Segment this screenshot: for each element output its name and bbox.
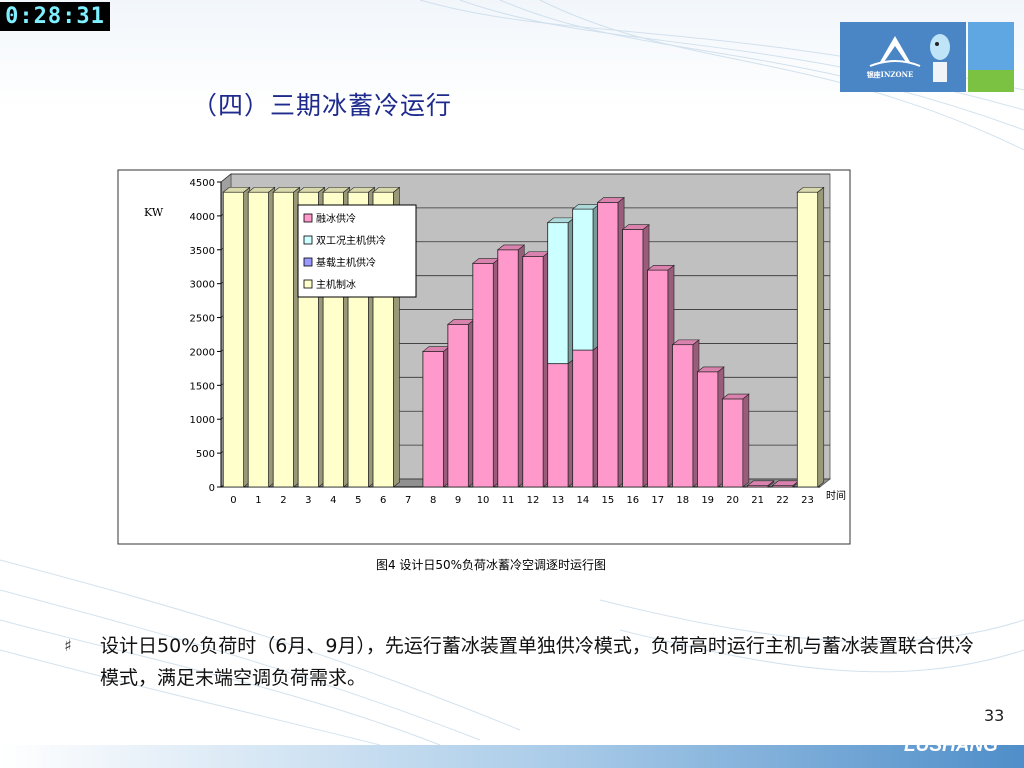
- bar-top: [596, 197, 625, 203]
- y-tick-label: 3000: [190, 280, 215, 291]
- x-tick-label: 22: [776, 495, 789, 506]
- bar-top: [646, 265, 675, 271]
- bar-top: [322, 187, 351, 193]
- legend-label: 融冰供冷: [316, 212, 356, 225]
- legend-label: 主机制冰: [316, 278, 356, 291]
- bar-12-s0: [522, 256, 544, 488]
- inzone-logo: [840, 22, 1014, 92]
- bar-14-s0: [572, 349, 594, 488]
- bar-top: [247, 187, 276, 193]
- legend-swatch: [303, 257, 313, 267]
- x-tick-label: 3: [305, 495, 311, 506]
- bullet-text: 设计日50%负荷时（6月、9月），先运行蓄冰装置单独供冷模式，负荷高时运行主机与…: [100, 635, 974, 689]
- bar-9-s0: [447, 323, 469, 488]
- y-tick-label: 2000: [190, 347, 215, 358]
- bar-top: [347, 187, 376, 193]
- y-tick-label: 2500: [190, 314, 215, 325]
- logo-wordmark: 银座INZONE: [866, 70, 914, 79]
- bar-top: [621, 224, 650, 230]
- bar-top: [297, 187, 326, 193]
- x-tick-label: 8: [430, 495, 436, 506]
- bar-15-s0: [597, 201, 619, 488]
- bar-1-s3: [247, 191, 270, 488]
- y-tick-label: 1500: [190, 381, 215, 392]
- chart-figure: 0 500 1000 1500 2000 2500 3000 3500 4000 4500 KW 0 1…: [108, 162, 874, 586]
- x-tick-label: 0: [230, 495, 236, 506]
- bar-19-s0: [697, 371, 719, 488]
- page-number: 33: [984, 706, 1005, 725]
- x-tick-label: 4: [330, 495, 336, 506]
- bar-13-s0: [547, 363, 569, 488]
- x-tick-label: 1: [255, 495, 261, 506]
- x-tick-label: 15: [601, 495, 614, 506]
- x-tick-label: 12: [527, 495, 540, 506]
- bar-20-s0: [722, 398, 744, 488]
- x-axis-label: 时间: [826, 489, 846, 502]
- bar-13-s1: [547, 222, 569, 365]
- bar-14-s1: [572, 208, 594, 351]
- bar-top: [372, 187, 401, 193]
- bar-top: [272, 187, 301, 193]
- bar-top: [796, 187, 825, 193]
- x-tick-label: 17: [651, 495, 664, 506]
- y-tick-label: 500: [196, 449, 215, 460]
- bar-2-s3: [272, 191, 295, 488]
- x-tick-label: 6: [380, 495, 386, 506]
- y-tick-label: 3500: [190, 246, 215, 257]
- bar-17-s0: [647, 269, 669, 488]
- y-tick-label: 0: [209, 483, 215, 494]
- bar-10-s0: [472, 262, 494, 488]
- bar-side: [742, 393, 750, 488]
- bar-18-s0: [672, 344, 694, 488]
- x-tick-label: 20: [726, 495, 739, 506]
- x-tick-label: 7: [405, 495, 411, 506]
- bar-8-s0: [422, 351, 444, 488]
- legend-box: [297, 204, 417, 298]
- operation-chart: 0 500 1000 1500 2000 2500 3000 3500 4000 4500 KW 0 1…: [117, 169, 851, 572]
- x-tick-label: 19: [701, 495, 714, 506]
- x-tick-label: 5: [355, 495, 361, 506]
- x-tick-label: 16: [626, 495, 639, 506]
- legend-swatch: [303, 279, 313, 289]
- y-axis-label: KW: [144, 206, 164, 219]
- hash-bullet-icon: ♯: [64, 636, 72, 655]
- x-tick-label: 11: [502, 495, 515, 506]
- x-tick-label: 13: [552, 495, 565, 506]
- y-tick-label: 1000: [190, 415, 215, 426]
- legend-swatch: [303, 235, 313, 245]
- y-tick-label: 4500: [190, 178, 215, 189]
- x-tick-label: 9: [455, 495, 461, 506]
- legend-swatch: [303, 213, 313, 223]
- x-tick-label: 23: [801, 495, 814, 506]
- x-tick-label: 14: [577, 495, 590, 506]
- bar-top: [721, 393, 750, 400]
- slide-title: （四）三期冰蓄冷运行: [192, 91, 453, 120]
- legend-label: 基载主机供冷: [316, 256, 376, 269]
- bar-top: [671, 339, 700, 345]
- legend-label: 双工况主机供冷: [316, 234, 386, 247]
- x-tick-label: 10: [477, 495, 490, 506]
- bar-23-s3: [796, 191, 819, 488]
- bar-top: [696, 366, 725, 373]
- y-tick-label: 4000: [190, 212, 215, 223]
- bar-top: [222, 187, 251, 193]
- x-tick-label: 21: [751, 495, 764, 506]
- bar-top: [496, 244, 526, 251]
- bar-11-s0: [497, 249, 519, 488]
- bar-top: [746, 480, 775, 486]
- chart-caption: 图4 设计日50%负荷冰蓄冷空调逐时运行图: [376, 558, 606, 572]
- x-tick-label: 2: [280, 495, 286, 506]
- x-tick-label: 18: [676, 495, 689, 506]
- gridline: [220, 173, 830, 183]
- bar-0-s3: [222, 191, 245, 488]
- presentation-timer: 0:28:31: [0, 2, 110, 31]
- lushang-logo: LUSHANG: [904, 735, 998, 756]
- bar-16-s0: [622, 229, 644, 488]
- bar-side: [817, 186, 825, 488]
